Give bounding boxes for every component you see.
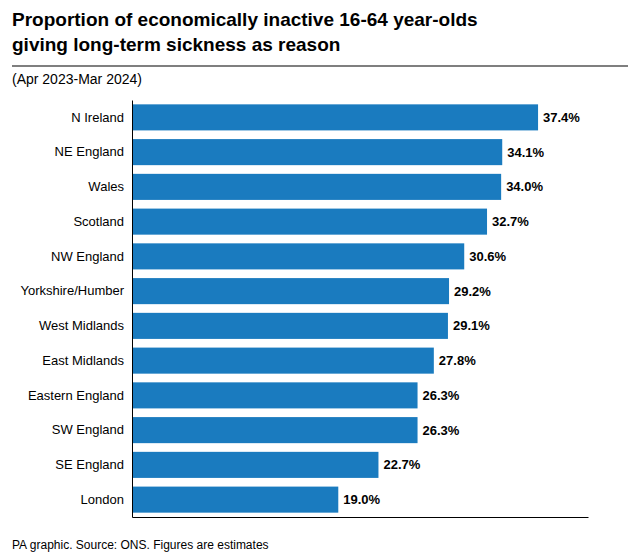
y-tick-label: Eastern England	[28, 388, 124, 403]
bar	[132, 487, 338, 513]
data-label: 26.3%	[423, 423, 460, 438]
plot: N Ireland NE England Wales Scotland NW Engla…	[20, 101, 588, 518]
y-tick-label: Yorkshire/Humber	[20, 283, 124, 298]
data-label: 29.1%	[453, 318, 490, 333]
data-label: 19.0%	[343, 492, 380, 507]
y-tick-label: SW England	[52, 422, 124, 437]
bar	[132, 348, 434, 374]
y-tick: SE England	[55, 457, 124, 472]
bars	[132, 104, 538, 512]
y-tick-label: NW England	[51, 249, 124, 264]
bar	[132, 278, 449, 304]
y-tick-label: NE England	[55, 144, 124, 159]
data-label: 29.2%	[454, 284, 491, 299]
y-tick-label: N Ireland	[71, 110, 124, 125]
subtitle: (Apr 2023-Mar 2024)	[12, 71, 142, 87]
y-tick: London	[81, 492, 124, 507]
title-rule	[12, 65, 628, 66]
chart: Proportion of economically inactive 16-6…	[0, 0, 640, 557]
x-axis-line	[133, 517, 589, 518]
y-tick-label: Scotland	[73, 214, 124, 229]
bar	[132, 382, 418, 408]
caption: PA graphic. Source: ONS. Figures are est…	[12, 538, 269, 552]
bar	[132, 209, 487, 235]
y-tick-label: East Midlands	[42, 353, 124, 368]
y-axis: N Ireland NE England Wales Scotland NW Engla…	[20, 101, 132, 518]
y-tick: Scotland	[73, 214, 124, 229]
y-tick-label: West Midlands	[39, 318, 125, 333]
data-label: 32.7%	[492, 214, 529, 229]
data-label: 30.6%	[469, 249, 506, 264]
bar	[132, 139, 502, 165]
data-label: 34.0%	[506, 179, 543, 194]
title: Proportion of economically inactive 16-6…	[12, 9, 478, 30]
y-tick: NW England	[51, 249, 124, 264]
title: giving long-term sickness as reason	[12, 34, 340, 55]
bar	[132, 104, 538, 130]
y-tick: Eastern England	[28, 388, 124, 403]
y-tick: NE England	[55, 144, 124, 159]
y-tick: N Ireland	[71, 110, 124, 125]
data-label: 26.3%	[423, 388, 460, 403]
data-label: 27.8%	[439, 353, 476, 368]
bar	[132, 174, 501, 200]
data-label: 22.7%	[383, 457, 420, 472]
y-tick: SW England	[52, 422, 124, 437]
x-axis	[133, 517, 589, 518]
y-tick-label: SE England	[55, 457, 124, 472]
y-tick-label: London	[81, 492, 124, 507]
bar	[132, 417, 418, 443]
bar	[132, 243, 464, 269]
data-label: 34.1%	[507, 145, 544, 160]
bar	[132, 313, 448, 339]
y-axis-line	[132, 101, 133, 518]
bar	[132, 452, 378, 478]
y-tick: Yorkshire/Humber	[20, 283, 124, 298]
y-tick-label: Wales	[88, 179, 124, 194]
y-tick: East Midlands	[42, 353, 124, 368]
y-tick: Wales	[88, 179, 124, 194]
data-label: 37.4%	[543, 110, 580, 125]
y-tick: West Midlands	[39, 318, 125, 333]
data-labels: 37.4% 34.1% 34.0% 32.7% 30.6% 29.2% 29.1% 27.8%…	[343, 110, 580, 507]
